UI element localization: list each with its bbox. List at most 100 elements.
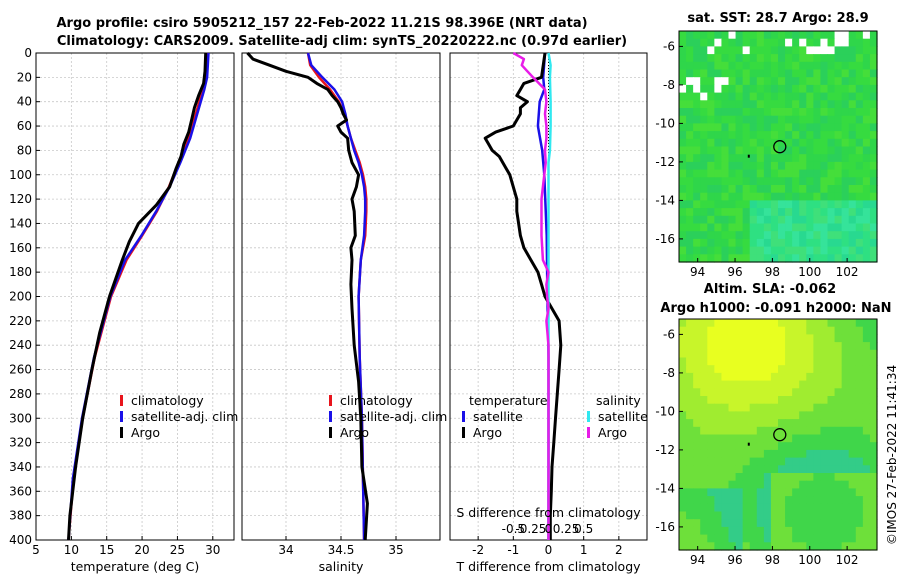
map-cell [679,534,687,543]
map-cell [770,542,779,551]
map-cell [721,534,730,543]
map-cell [848,357,857,366]
map-cell [693,169,701,178]
map-cell [735,473,744,482]
map-cell [820,380,829,389]
map-cell [693,526,701,536]
map-cell [707,449,715,459]
y-tick-label: 300 [9,411,32,425]
map-cell [848,372,857,382]
map-cell [813,146,822,155]
map-cell [785,449,793,459]
map-cell [693,480,701,489]
map-cell [820,519,829,528]
map-cell [714,442,723,451]
map-cell [735,349,744,359]
map-cell [855,488,864,497]
map-cell [728,92,737,101]
map-cell [820,526,829,536]
map-cell [848,108,857,117]
map-cell [756,69,765,78]
map-cell [799,185,807,194]
map-cell [700,69,708,78]
map-cell [848,534,857,543]
map-cell [756,526,765,536]
map-cell [693,238,701,248]
map-cell [721,123,730,132]
map-cell [820,426,829,436]
map-cell [742,161,751,171]
map-cell [855,131,864,140]
sla-map-panel: 94 96 98 100 102-6-8-10-12-14-16 [655,318,878,567]
map-cell [742,365,751,374]
map-cell [841,442,850,451]
map-cell [869,108,878,117]
map-cell [693,61,701,71]
legend-temp-argo-label: Argo [473,425,502,440]
map-cell [728,326,737,335]
map-cell [792,496,800,505]
map-cell [862,77,871,86]
map-cell [679,372,687,382]
map-cell [707,123,715,132]
map-cell [728,123,737,132]
map-cell [806,519,814,528]
map-cell [728,334,737,343]
map-cell [806,77,814,86]
map-cell [721,419,730,428]
map-cell [742,254,751,263]
map-cell [763,100,772,109]
map-cell [728,254,737,263]
map-cell [862,342,871,351]
map-cell [742,100,751,109]
map-cell [728,238,737,248]
y-tick-label: 400 [9,533,32,547]
map-cell [792,388,800,397]
map-cell [693,426,701,436]
map-cell [763,473,772,482]
map-cell [785,396,793,405]
map-cell [785,365,793,374]
map-cell [770,419,779,428]
map-cell [693,154,701,163]
map-cell [700,357,708,366]
map-cell [693,77,701,86]
map-cell [813,342,822,351]
map-cell [707,396,715,405]
map-cell [813,473,822,482]
map-cell [806,69,814,78]
y-tick-label: -16 [655,520,675,534]
map-cell [813,457,822,466]
map-cell [799,334,807,343]
map-cell [820,465,829,474]
map-cell [834,100,843,109]
map-cell [693,457,701,466]
map-cell [700,396,708,405]
map-cell [714,246,723,255]
map-cell [756,503,765,513]
map-cell [855,254,864,263]
map-cell [820,365,829,374]
map-cell [841,231,850,240]
map-cell [686,146,694,155]
map-cell [693,411,701,420]
map-cell [721,154,730,163]
map-cell [813,69,822,78]
map-cell [869,123,878,132]
map-cell [806,208,814,217]
map-cell [714,334,723,343]
map-cell [749,534,758,543]
map-cell [792,238,800,248]
map-cell [700,223,708,232]
map-cell [778,31,786,40]
map-cell [770,185,779,194]
map-cell [742,480,751,489]
map-cell [827,192,836,201]
legend-argo-swatch [120,427,123,438]
map-cell [799,231,807,240]
map-cell [820,69,829,78]
map-cell [763,146,772,155]
island-marker [747,154,750,158]
map-cell [749,503,758,513]
map-cell [806,131,814,140]
